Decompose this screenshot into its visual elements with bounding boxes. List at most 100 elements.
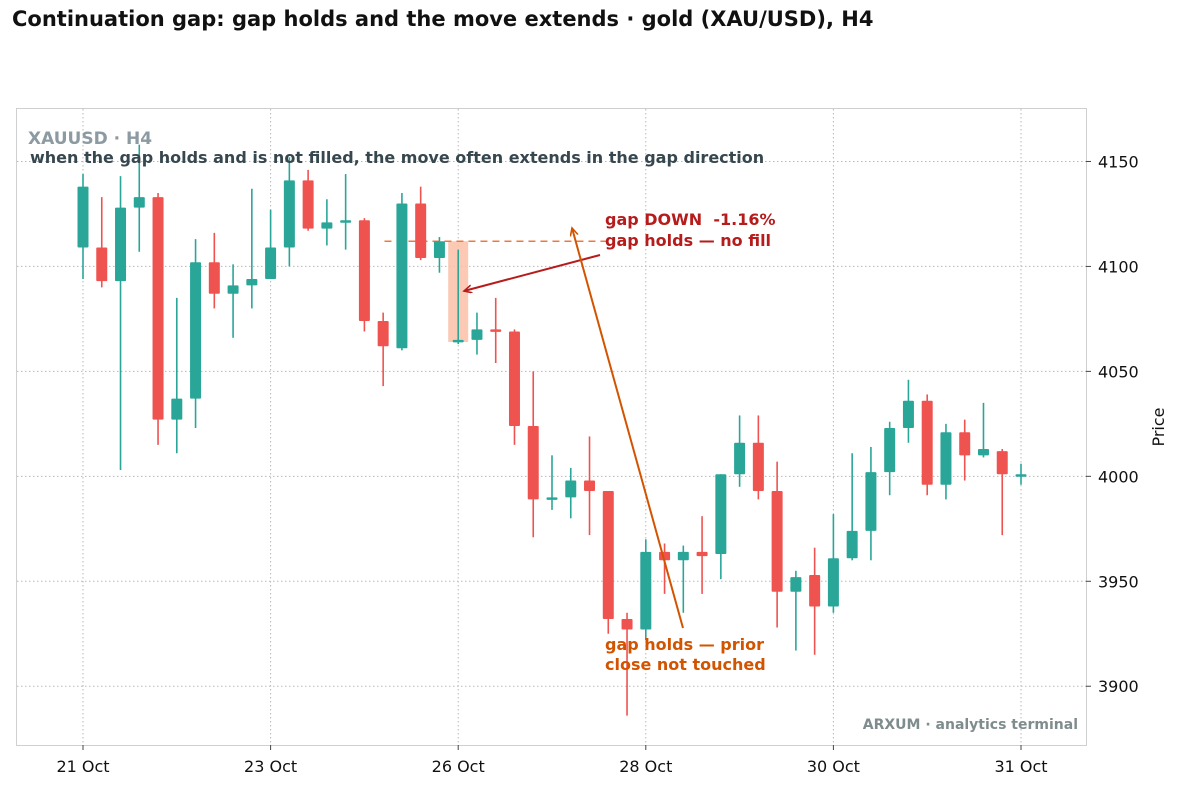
candle-up	[396, 192, 408, 351]
x-tick-label: 26 Oct	[432, 757, 485, 776]
x-tick-label: 23 Oct	[244, 757, 297, 776]
candle-body	[771, 491, 783, 592]
candle-body	[809, 574, 821, 607]
candle-up	[734, 415, 746, 487]
gap-change-label: gap DOWN -1.16%	[605, 210, 775, 229]
candle-body	[433, 241, 445, 259]
candle-down	[490, 297, 502, 363]
candle-up	[790, 570, 802, 651]
y-tick-label: 3950	[1098, 572, 1139, 591]
candle-down	[377, 312, 389, 387]
candle-up	[471, 312, 483, 355]
candle-up	[452, 249, 464, 345]
candle-up	[846, 453, 858, 561]
candle-body	[715, 474, 727, 554]
gap-status-label: gap holds — no fill	[605, 231, 771, 250]
plot-frame	[16, 108, 1087, 746]
candle-body	[171, 398, 183, 420]
candle-down	[152, 192, 164, 445]
watermark: ARXUM · analytics terminal	[863, 717, 1078, 733]
y-tick-label: 4100	[1098, 257, 1139, 276]
candle-up	[902, 379, 914, 443]
candle-body	[584, 480, 596, 492]
candle-up	[115, 176, 127, 471]
axes: 3900 3950 4000 4050 4100 4150 21 Oct 23 Oct 26 O…	[56, 152, 1138, 776]
candle-down	[921, 394, 933, 496]
candle-up	[546, 455, 558, 510]
candle-down	[508, 329, 520, 445]
candle-body	[546, 497, 558, 500]
annotations: gap DOWN -1.16% gap holds — no fill gap …	[464, 210, 775, 674]
chart-title: Continuation gap: gap holds and the move…	[12, 7, 874, 31]
candle-body	[133, 197, 145, 208]
candle-body	[265, 247, 277, 280]
candle-up	[715, 474, 727, 580]
x-tick-label: 30 Oct	[807, 757, 860, 776]
candle-body	[208, 262, 220, 294]
candle-body	[940, 432, 952, 485]
candle-body	[246, 279, 258, 286]
candle-body	[77, 186, 89, 248]
candle-body	[640, 551, 652, 630]
candle-up	[640, 539, 652, 641]
candle-body	[602, 491, 614, 620]
candle-body	[977, 449, 989, 456]
candle-body	[696, 551, 708, 557]
candle-up	[977, 402, 989, 458]
candle-body	[152, 197, 164, 420]
y-tick-label: 4150	[1098, 152, 1139, 171]
candle-body	[884, 428, 896, 473]
x-tick-label: 31 Oct	[994, 757, 1047, 776]
candle-up	[677, 545, 689, 613]
hold-annotation-line1: gap holds — prior	[605, 635, 764, 654]
candle-up	[77, 174, 89, 280]
candle-body	[227, 285, 239, 294]
candle-body	[846, 530, 858, 559]
candle-body	[415, 203, 427, 259]
candle-body	[790, 577, 802, 592]
gap-annotation-arrow	[464, 254, 601, 291]
candle-down	[358, 218, 370, 332]
candle-body	[115, 207, 127, 282]
candle-down	[771, 461, 783, 628]
candle-down	[752, 415, 764, 500]
candle-down	[208, 232, 220, 309]
candle-body	[96, 247, 108, 282]
candle-body	[1015, 474, 1027, 477]
candle-body	[490, 329, 502, 332]
candle-up	[565, 467, 577, 519]
candle-up	[865, 446, 877, 561]
candle-body	[302, 180, 314, 229]
y-tick-label: 4000	[1098, 467, 1139, 486]
candle-down	[302, 169, 314, 231]
candle-body	[508, 331, 520, 426]
candle-up	[190, 239, 202, 429]
candle-down	[602, 491, 614, 634]
candle-body	[677, 551, 689, 561]
candle-down	[415, 186, 427, 261]
panel-label: XAUUSD · H4	[28, 129, 152, 149]
candle-up	[433, 237, 445, 273]
candle-down	[96, 197, 108, 288]
candle-body	[283, 180, 295, 248]
candle-up	[827, 514, 839, 613]
candle-down	[527, 371, 539, 538]
candle-body	[902, 400, 914, 429]
candle-up	[246, 188, 258, 309]
candle-down	[809, 547, 821, 655]
candle-body	[827, 558, 839, 607]
candle-body	[358, 220, 370, 321]
candle-body	[565, 480, 577, 498]
candle-body	[377, 321, 389, 347]
candle-body	[621, 619, 633, 630]
candle-body	[752, 442, 764, 492]
candle-body	[959, 432, 971, 456]
y-tick-label: 4050	[1098, 362, 1139, 381]
candle-up	[227, 264, 239, 338]
candle-body	[340, 220, 352, 223]
x-tick-label: 28 Oct	[619, 757, 672, 776]
candle-body	[190, 262, 202, 399]
candle-body	[996, 451, 1008, 475]
x-tick-label: 21 Oct	[56, 757, 109, 776]
